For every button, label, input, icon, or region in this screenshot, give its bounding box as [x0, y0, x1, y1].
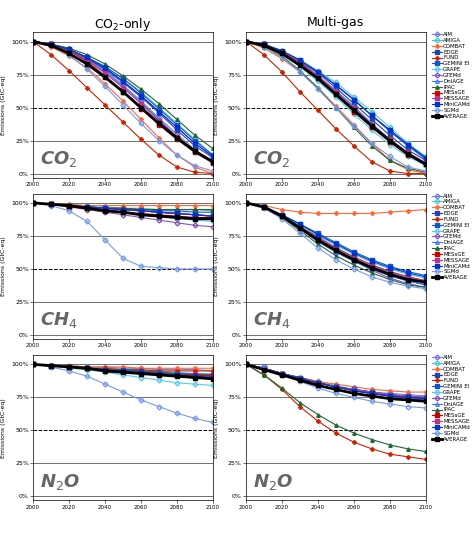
Text: CH$_4$: CH$_4$ [40, 310, 78, 330]
Y-axis label: Emissions (GtC-eq): Emissions (GtC-eq) [1, 236, 6, 296]
Legend: AIM, AMIGA, COMBAT, EDGE, FUND, GEMINI EI, GRAPE, GTEMd, DnIAGE, IPAC, MESsGE, M: AIM, AMIGA, COMBAT, EDGE, FUND, GEMINI E… [432, 194, 470, 280]
Legend: AIM, AMIGA, COMBAT, EDGE, FUND, GEMINI EI, GRAPE, GTEMd, DnIAGE, IPAC, MESsGE, M: AIM, AMIGA, COMBAT, EDGE, FUND, GEMINI E… [432, 355, 470, 442]
Text: Multi-gas: Multi-gas [307, 16, 365, 29]
Text: N$_2$O: N$_2$O [253, 472, 294, 492]
Text: CH$_4$: CH$_4$ [253, 310, 291, 330]
Text: CO$_2$-only: CO$_2$-only [95, 16, 151, 33]
Y-axis label: Emissions (GtC-eq): Emissions (GtC-eq) [1, 398, 6, 458]
Text: CO$_2$: CO$_2$ [253, 149, 290, 169]
Text: CO$_2$: CO$_2$ [40, 149, 78, 169]
Y-axis label: Emissions (GtC-eq): Emissions (GtC-eq) [1, 75, 6, 135]
Y-axis label: Emissions (GtC-eq): Emissions (GtC-eq) [214, 75, 219, 135]
Legend: AIM, AMIGA, COMBAT, EDGE, FUND, GEMINI EI, GRAPE, GTEMd, DnIAGE, IPAC, MESsGE, M: AIM, AMIGA, COMBAT, EDGE, FUND, GEMINI E… [432, 32, 470, 119]
Text: N$_2$O: N$_2$O [40, 472, 81, 492]
Y-axis label: Emissions (GtC-eq): Emissions (GtC-eq) [214, 398, 219, 458]
Y-axis label: Emissions (GtC-eq): Emissions (GtC-eq) [214, 236, 219, 296]
